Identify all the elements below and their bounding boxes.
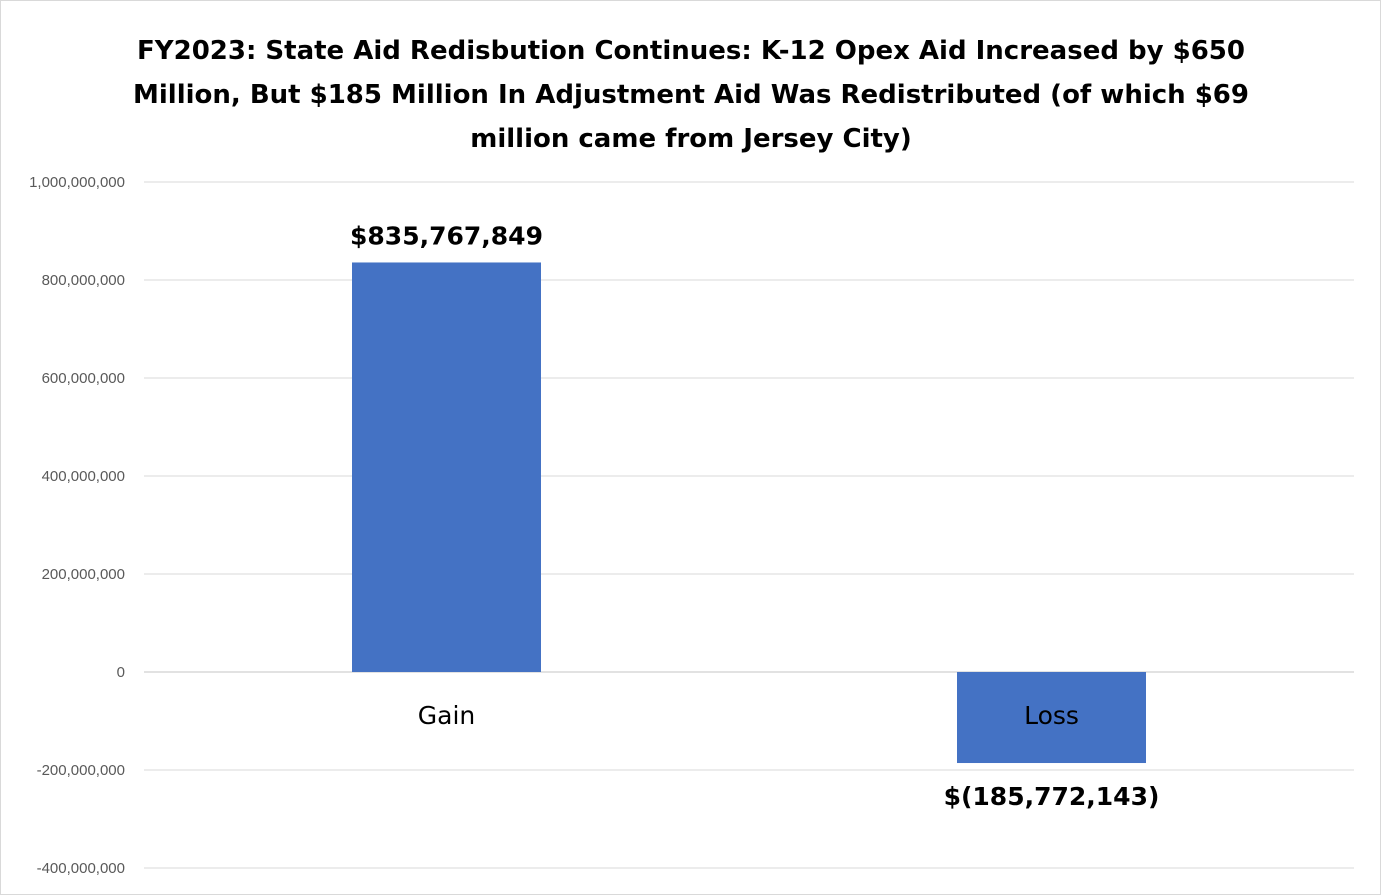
category-label: Loss xyxy=(1024,701,1079,730)
y-tick-label: 400,000,000 xyxy=(42,468,125,485)
bar-loss xyxy=(957,672,1146,764)
data-label: $835,767,849 xyxy=(350,221,543,250)
category-label: Gain xyxy=(418,701,475,730)
bar-gain xyxy=(352,262,541,672)
y-tick-label: 1,000,000,000 xyxy=(29,174,125,191)
y-tick-label: 200,000,000 xyxy=(42,566,125,583)
y-tick-label: 600,000,000 xyxy=(42,370,125,387)
y-tick-label: 800,000,000 xyxy=(42,272,125,289)
y-tick-label: -200,000,000 xyxy=(37,762,125,779)
data-label: $(185,772,143) xyxy=(944,782,1160,811)
y-tick-label: 0 xyxy=(117,664,125,681)
y-tick-label: -400,000,000 xyxy=(37,860,125,877)
chart-title: FY2023: State Aid Redisbution Continues:… xyxy=(133,36,1249,154)
